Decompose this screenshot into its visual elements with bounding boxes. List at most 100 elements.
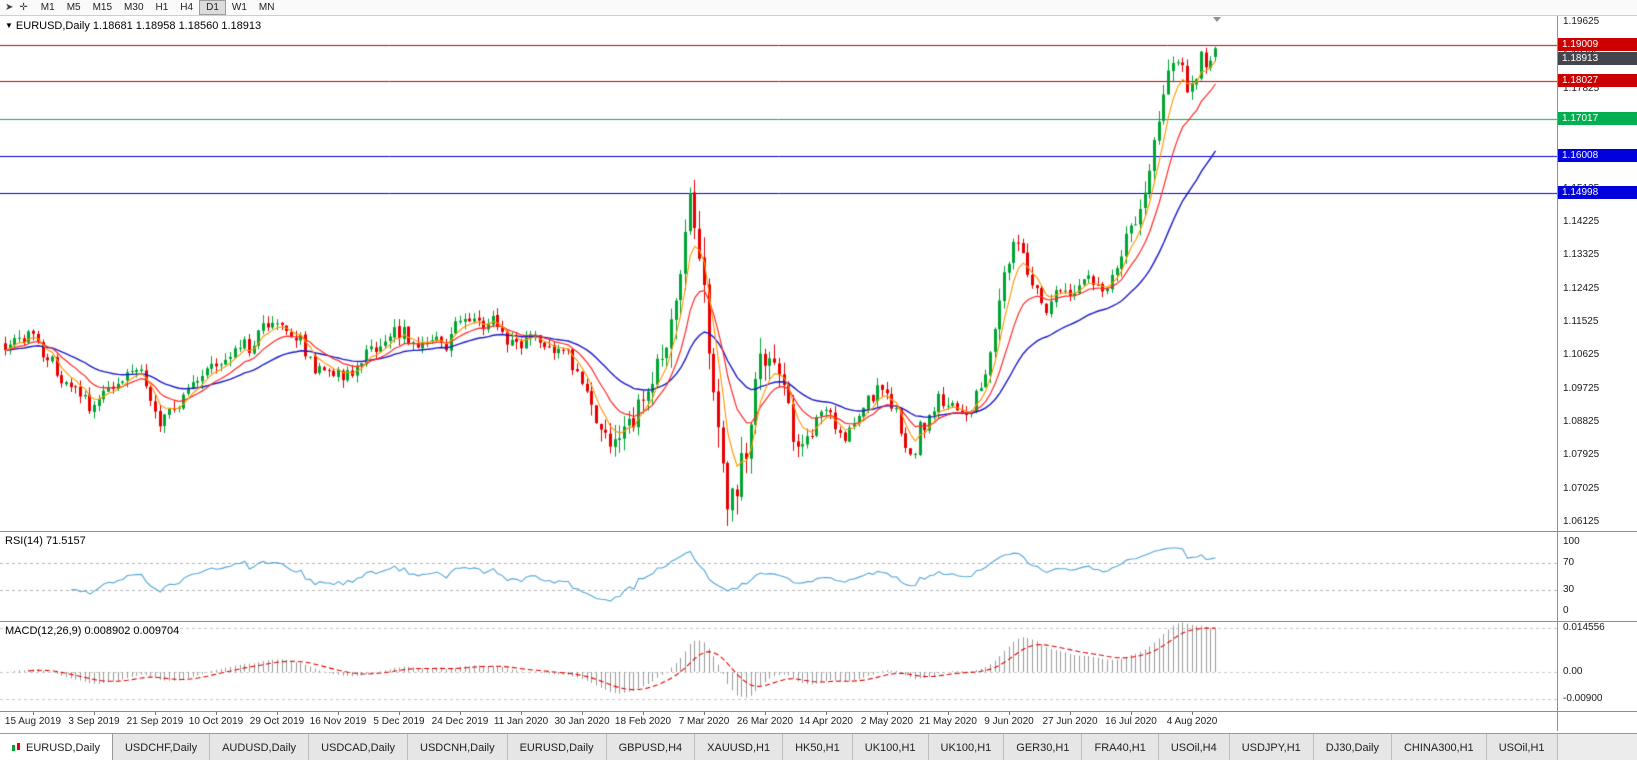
date-axis-label: 29 Oct 2019 [249, 716, 305, 727]
rsi-axis-label: 100 [1563, 536, 1580, 548]
timeframe-buttons: M1 M5 M15 M30 H1 H4 D1 W1 MN [35, 0, 281, 15]
date-tick [94, 711, 95, 715]
symbol-tab-dj30-daily[interactable]: DJ30,Daily [1313, 734, 1392, 760]
symbol-tab-label: UK100,H1 [864, 741, 916, 754]
price-chart-canvas[interactable] [0, 16, 1557, 531]
date-tick [338, 711, 339, 715]
crosshair-icon[interactable]: ✛ [19, 2, 28, 13]
current-price-badge: 1.18913 [1557, 51, 1637, 65]
date-axis-label: 15 Aug 2019 [4, 716, 62, 727]
timeframe-button-d1[interactable]: D1 [199, 0, 226, 15]
timeframe-button-m30[interactable]: M30 [124, 2, 144, 13]
date-tick [1009, 711, 1010, 715]
timeframe-button-mn[interactable]: MN [258, 2, 275, 13]
price-axis-label: 1.06125 [1563, 516, 1600, 527]
symbol-tab-ger30-h1[interactable]: GER30,H1 [1004, 734, 1083, 760]
macd-axis-label: 0.00 [1563, 666, 1583, 677]
candlestick-chart-icon [12, 742, 21, 753]
date-tick [1070, 711, 1071, 715]
panel-divider-price-rsi[interactable] [0, 531, 1637, 532]
symbol-tab-eurusd-daily[interactable]: EURUSD,Daily [507, 734, 607, 760]
date-axis-label: 16 Nov 2019 [309, 716, 367, 727]
chart-shift-marker[interactable] [1213, 17, 1221, 22]
symbol-tab-eurusd-daily[interactable]: EURUSD,Daily [0, 734, 113, 760]
date-axis-label: 14 Apr 2020 [799, 716, 853, 727]
cursor-icon[interactable]: ➤ [5, 2, 14, 13]
price-level-badge: 1.14998 [1557, 186, 1637, 200]
price-axis-label: 1.09725 [1563, 382, 1600, 394]
symbol-tab-label: AUDUSD,Daily [222, 741, 297, 754]
symbol-tab-bar: EURUSD,Daily USDCHF,Daily AUDUSD,Daily USDC… [0, 733, 1637, 760]
timeframe-button-w1[interactable]: W1 [231, 2, 247, 13]
symbol-tab-usdchf-daily[interactable]: USDCHF,Daily [112, 734, 211, 760]
date-axis-label: 5 Dec 2019 [373, 716, 425, 727]
collapse-icon[interactable]: ▼ [5, 21, 13, 30]
date-tick [643, 711, 644, 715]
price-level-badge: 1.16008 [1557, 148, 1637, 162]
date-tick [1131, 711, 1132, 715]
symbol-tab-usoil-h1[interactable]: USOil,H1 [1486, 734, 1558, 760]
symbol-tab-label: XAUUSD,H1 [707, 741, 771, 754]
date-axis-label: 21 May 2020 [919, 716, 977, 727]
symbol-tab-usdcad-daily[interactable]: USDCAD,Daily [309, 734, 409, 760]
rsi-axis-label: 30 [1563, 584, 1575, 596]
symbol-tab-uk100-h1[interactable]: UK100,H1 [852, 734, 929, 760]
date-tick [1192, 711, 1193, 715]
symbol-tab-xauusd-h1[interactable]: XAUUSD,H1 [695, 734, 784, 760]
timeframe-button-m5[interactable]: M5 [66, 2, 81, 13]
symbol-tab-label: CHINA300,H1 [1403, 741, 1474, 754]
macd-axis-label: -0.00900 [1563, 693, 1603, 704]
date-axis-label: 3 Sep 2019 [68, 716, 120, 727]
symbol-tab-usdjpy-h1[interactable]: USDJPY,H1 [1229, 734, 1314, 760]
date-axis-label: 24 Dec 2019 [431, 716, 489, 727]
symbol-tab-label: GBPUSD,H4 [618, 741, 683, 754]
chart-ohlc-text: EURUSD,Daily 1.18681 1.18958 1.18560 1.1… [15, 20, 262, 32]
date-tick [399, 711, 400, 715]
timeframe-button-h1[interactable]: H1 [155, 2, 169, 13]
symbol-tab-label: UK100,H1 [940, 741, 992, 754]
symbol-tab-label: USDCAD,Daily [321, 741, 396, 754]
panel-divider-rsi-macd[interactable] [0, 621, 1637, 622]
date-axis-label: 7 Mar 2020 [678, 716, 730, 727]
symbol-tab-label: HK50,H1 [795, 741, 840, 754]
timeframe-button-h4[interactable]: H4 [180, 2, 194, 13]
date-tick [887, 711, 888, 715]
date-axis-label: 4 Aug 2020 [1166, 716, 1218, 727]
symbol-tab-usdcnh-daily[interactable]: USDCNH,Daily [408, 734, 508, 760]
date-axis-label: 27 Jun 2020 [1042, 716, 1098, 727]
symbol-tab-label: FRA40,H1 [1094, 741, 1146, 754]
symbol-tab-gbpusd-h4[interactable]: GBPUSD,H4 [606, 734, 696, 760]
symbol-tab-label: USDJPY,H1 [1241, 741, 1301, 754]
symbol-tab-hk50-h1[interactable]: HK50,H1 [783, 734, 853, 760]
timeframe-button-m15[interactable]: M15 [92, 2, 113, 13]
symbol-tab-fra40-h1[interactable]: FRA40,H1 [1082, 734, 1159, 760]
chart-title: ▼ EURUSD,Daily 1.18681 1.18958 1.18560 1.… [5, 20, 261, 32]
date-tick [460, 711, 461, 715]
rsi-axis-label: 0 [1563, 604, 1569, 616]
date-axis-label: 18 Feb 2020 [614, 716, 672, 727]
date-tick [521, 711, 522, 715]
symbol-tab-audusd-daily[interactable]: AUDUSD,Daily [210, 734, 310, 760]
date-tick [826, 711, 827, 715]
date-tick [582, 711, 583, 715]
date-axis-label: 2 May 2020 [860, 716, 914, 727]
rsi-axis-label: 70 [1563, 556, 1575, 568]
symbol-tab-china300-h1[interactable]: CHINA300,H1 [1391, 734, 1487, 760]
date-tick [704, 711, 705, 715]
timeframe-button-m1[interactable]: M1 [40, 2, 55, 13]
symbol-tab-label: EURUSD,Daily [519, 741, 594, 754]
macd-indicator-canvas[interactable] [0, 622, 1557, 711]
price-axis-separator [1557, 16, 1558, 731]
date-axis-label: 16 Jul 2020 [1105, 716, 1157, 727]
rsi-indicator-canvas[interactable] [0, 532, 1557, 621]
price-axis-label: 1.11525 [1563, 316, 1599, 327]
symbol-tab-label: EURUSD,Daily [26, 741, 100, 754]
date-tick [765, 711, 766, 715]
symbol-tab-usoil-h4[interactable]: USOil,H4 [1158, 734, 1230, 760]
symbol-tab-uk100-h1[interactable]: UK100,H1 [928, 734, 1005, 760]
price-level-badge: 1.19009 [1557, 37, 1637, 51]
price-axis-label: 1.13325 [1563, 249, 1600, 261]
date-tick [948, 711, 949, 715]
macd-axis-label: 0.014556 [1563, 622, 1605, 634]
